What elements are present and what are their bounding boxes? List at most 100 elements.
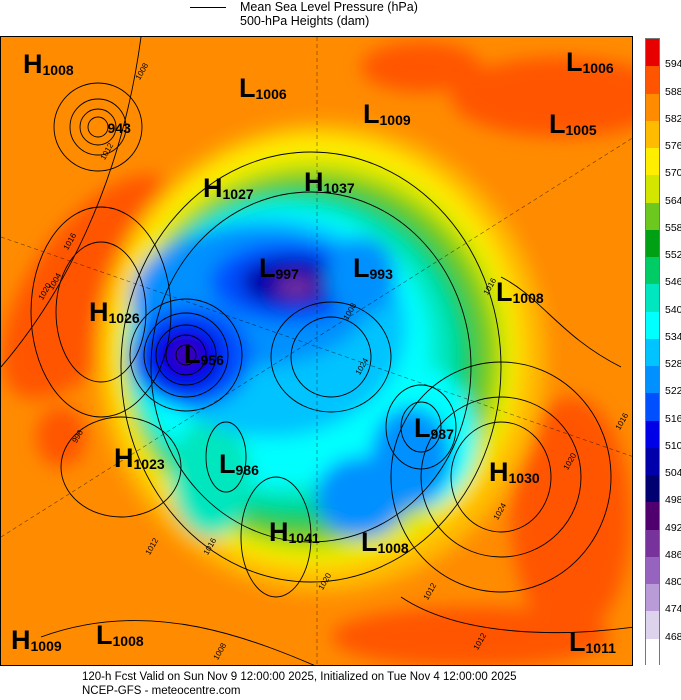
- high-pressure-center: H1026: [89, 299, 140, 326]
- colorbar-tick-label: 498: [665, 494, 681, 507]
- low-pressure-center: L986: [219, 451, 259, 478]
- high-pressure-center: H1030: [489, 459, 540, 486]
- colorbar-tick-label: 492: [665, 521, 681, 534]
- low-pressure-center: L987: [414, 415, 454, 442]
- center-type: L: [414, 413, 431, 443]
- colorbar-swatch: [646, 175, 659, 203]
- colorbar-swatch: [646, 229, 659, 257]
- legend-heights-label: 500-hPa Heights (dam): [240, 14, 370, 28]
- center-pressure: 943: [107, 120, 131, 136]
- colorbar-swatch: [646, 584, 659, 612]
- low-pressure-center: L997: [259, 255, 299, 282]
- low-pressure-center: L1008: [496, 279, 544, 306]
- colorbar-swatch: [646, 366, 659, 394]
- colorbar-swatch: [646, 120, 659, 148]
- colorbar-tick-label: 510: [665, 439, 681, 452]
- colorbar-tick-label: 534: [665, 330, 681, 343]
- colorbar-tick-label: 558: [665, 221, 681, 234]
- low-pressure-center: L1008: [361, 529, 409, 556]
- center-pressure: 997: [275, 266, 299, 282]
- colorbar-swatch: [646, 66, 659, 94]
- colorbar-tick-label: 474: [665, 603, 681, 616]
- colorbar-tick-label: 504: [665, 467, 681, 480]
- map-legend: Mean Sea Level Pressure (hPa) 500-hPa He…: [190, 0, 610, 34]
- center-type: L: [569, 627, 586, 657]
- center-type: L: [361, 527, 378, 557]
- center-type: H: [114, 443, 134, 473]
- center-type: H: [489, 457, 509, 487]
- high-pressure-center: H1041: [269, 519, 320, 546]
- colorbar-swatch: [646, 420, 659, 448]
- colorbar-swatch: [646, 502, 659, 530]
- center-pressure: 1037: [323, 180, 355, 196]
- center-pressure: 1009: [379, 112, 411, 128]
- colorbar-swatch: [646, 611, 659, 639]
- center-type: L: [549, 109, 566, 139]
- colorbar-swatch: [646, 257, 659, 285]
- center-pressure: 1008: [377, 540, 409, 556]
- source-text: NCEP-GFS - meteocentre.com: [82, 685, 241, 697]
- center-pressure: 1009: [30, 638, 62, 654]
- low-pressure-center: L1006: [566, 49, 614, 76]
- legend-mslp-label: Mean Sea Level Pressure (hPa): [240, 0, 418, 14]
- colorbar-tick-label: 582: [665, 112, 681, 125]
- colorbar-swatch: [646, 311, 659, 339]
- center-type: L: [363, 99, 380, 129]
- center-pressure: 1006: [255, 86, 287, 102]
- colorbar-swatch: [646, 529, 659, 557]
- center-type: H: [269, 517, 289, 547]
- high-pressure-center: H1008: [23, 51, 74, 78]
- center-type: L: [184, 339, 201, 369]
- colorbar-tick-label: 522: [665, 385, 681, 398]
- colorbar-tick-label: 540: [665, 303, 681, 316]
- colorbar-tick-label: 552: [665, 249, 681, 262]
- pressure-contours: [1, 37, 632, 665]
- colorbar-swatch: [646, 148, 659, 176]
- colorbar-swatch: [646, 338, 659, 366]
- high-pressure-center: H1009: [11, 627, 62, 654]
- height-field: [1, 37, 632, 665]
- colorbar-tick-label: 546: [665, 276, 681, 289]
- colorbar-tick-label: 576: [665, 140, 681, 153]
- colorbar-tick-label: 486: [665, 548, 681, 561]
- colorbar-swatch: [646, 284, 659, 312]
- colorbar-tick-label: 480: [665, 576, 681, 589]
- center-pressure: 1006: [582, 60, 614, 76]
- center-type: L: [219, 449, 236, 479]
- center-type: H: [203, 173, 223, 203]
- center-pressure: 956: [200, 352, 224, 368]
- colorbar-tick-label: 564: [665, 194, 681, 207]
- colorbar-swatch: [646, 39, 659, 67]
- low-pressure-center: L1005: [549, 111, 597, 138]
- low-pressure-center: L993: [353, 255, 393, 282]
- center-pressure: 986: [235, 462, 259, 478]
- colorbar-tick-label: 570: [665, 167, 681, 180]
- center-pressure: 1008: [512, 290, 544, 306]
- center-pressure: 1011: [585, 640, 616, 656]
- center-pressure: 1027: [222, 186, 254, 202]
- colorbar-swatch: [646, 393, 659, 421]
- weather-map: H1008L943L1006L1009L1006L1005H1027H1037L…: [0, 36, 633, 666]
- colorbar: [645, 38, 660, 666]
- colorbar-tick-label: 516: [665, 412, 681, 425]
- low-pressure-center: L956: [184, 341, 224, 368]
- low-pressure-center: L1009: [363, 101, 411, 128]
- center-pressure: 1023: [133, 456, 165, 472]
- center-type: H: [304, 167, 324, 197]
- center-pressure: 1030: [508, 470, 540, 486]
- colorbar-swatch: [646, 447, 659, 475]
- high-pressure-center: H1023: [114, 445, 165, 472]
- high-pressure-center: H1037: [304, 169, 355, 196]
- low-pressure-center: L1008: [96, 622, 144, 649]
- colorbar-tick-label: 528: [665, 358, 681, 371]
- center-type: L: [96, 620, 113, 650]
- colorbar-swatch: [646, 475, 659, 503]
- center-type: L: [353, 253, 370, 283]
- center-pressure: 1041: [288, 530, 320, 546]
- colorbar-swatch: [646, 638, 659, 666]
- center-type: H: [23, 49, 43, 79]
- center-type: L: [496, 277, 513, 307]
- contour-line-sample: [190, 7, 226, 8]
- center-pressure: 1008: [42, 62, 74, 78]
- colorbar-swatch: [646, 202, 659, 230]
